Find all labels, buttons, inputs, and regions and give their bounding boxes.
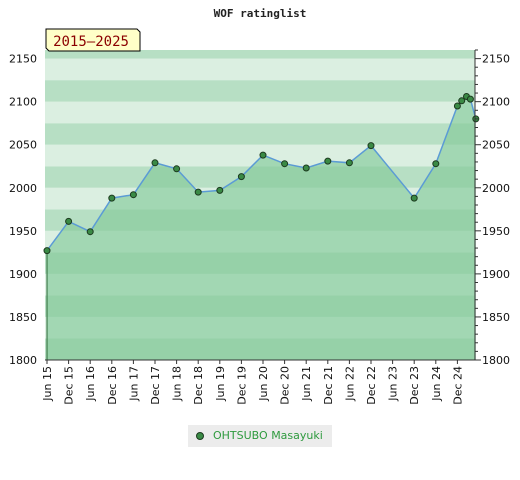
x-tick-label: Dec 21 [322,366,335,405]
y-axis: 1800 1800 1850 1850 1900 1900 1950 1950 2000 2000… [9,49,510,367]
background-band [45,80,475,102]
y-tick-label-left: 2000 [9,182,37,195]
data-point [173,165,181,173]
x-tick-label: Jun 21 [300,366,313,402]
data-point [302,164,310,172]
y-tick-label-right: 1850 [482,311,510,324]
background-band [45,50,475,59]
data-point [458,97,466,105]
y-tick-label-right: 1950 [482,225,510,238]
y-tick-label-right: 2050 [482,139,510,152]
data-point [86,228,94,236]
y-tick-label-left: 2100 [9,96,37,109]
data-point [216,186,224,194]
y-tick-label-right: 2000 [482,182,510,195]
x-tick-label: Dec 19 [235,366,248,405]
x-tick-label: Dec 18 [192,366,205,405]
background-band [45,123,475,145]
x-tick-label: Dec 24 [451,366,464,405]
data-point [194,188,202,196]
data-point [432,160,440,168]
chart-title: WOF ratinglist [214,7,307,20]
x-tick-label: Dec 20 [279,366,292,405]
data-point [324,157,332,165]
data-point [43,247,51,255]
x-tick-label: Dec 17 [149,366,162,405]
x-tick-label: Dec 15 [63,366,76,405]
x-tick-label: Jun 17 [127,366,140,402]
period-badge-label: 2015–2025 [53,34,129,50]
data-point [129,191,137,199]
x-tick-label: Jun 22 [343,366,356,402]
y-tick-label-right: 2150 [482,53,510,66]
y-tick-label-left: 2050 [9,139,37,152]
period-badge: 2015–2025 [45,28,141,52]
x-tick-label: Jun 18 [171,366,184,402]
y-tick-label-left: 1950 [9,225,37,238]
data-point [108,194,116,202]
background-band [45,58,475,81]
x-tick-label: Jun 19 [214,366,227,402]
x-axis: Jun 15 Dec 15 Jun 16 Dec 16 Jun 17 Dec 17 Jun … [41,359,475,405]
y-tick-label-left: 1900 [9,268,37,281]
data-point [281,160,289,168]
data-point [466,95,474,103]
data-points [43,93,480,255]
x-tick-label: Jun 23 [387,366,400,402]
data-point [237,173,245,181]
data-point [65,217,73,225]
legend: OHTSUBO Masayuki [188,425,332,447]
x-tick-label: Dec 22 [365,366,378,405]
x-tick-label: Dec 23 [408,366,421,405]
y-tick-label-right: 1800 [482,354,510,367]
x-tick-label: Dec 16 [106,366,119,405]
data-point [345,159,353,167]
y-tick-label-left: 1850 [9,311,37,324]
data-point [151,159,159,167]
legend-series-label: OHTSUBO Masayuki [213,429,323,442]
y-tick-label-left: 2150 [9,53,37,66]
data-point [259,151,267,159]
data-point [410,194,418,202]
rating-area [47,96,476,360]
x-tick-label: Jun 15 [41,366,54,402]
legend-marker-icon [196,432,204,440]
y-tick-label-right: 1900 [482,268,510,281]
period-badge-box [45,28,141,52]
data-point [367,142,375,150]
y-tick-label-right: 2100 [482,96,510,109]
data-point [453,102,461,110]
x-tick-label: Jun 20 [257,366,270,402]
x-tick-label: Jun 16 [84,366,97,402]
background-band [45,101,475,124]
y-tick-label-left: 1800 [9,354,37,367]
x-tick-label: Jun 24 [430,366,443,402]
